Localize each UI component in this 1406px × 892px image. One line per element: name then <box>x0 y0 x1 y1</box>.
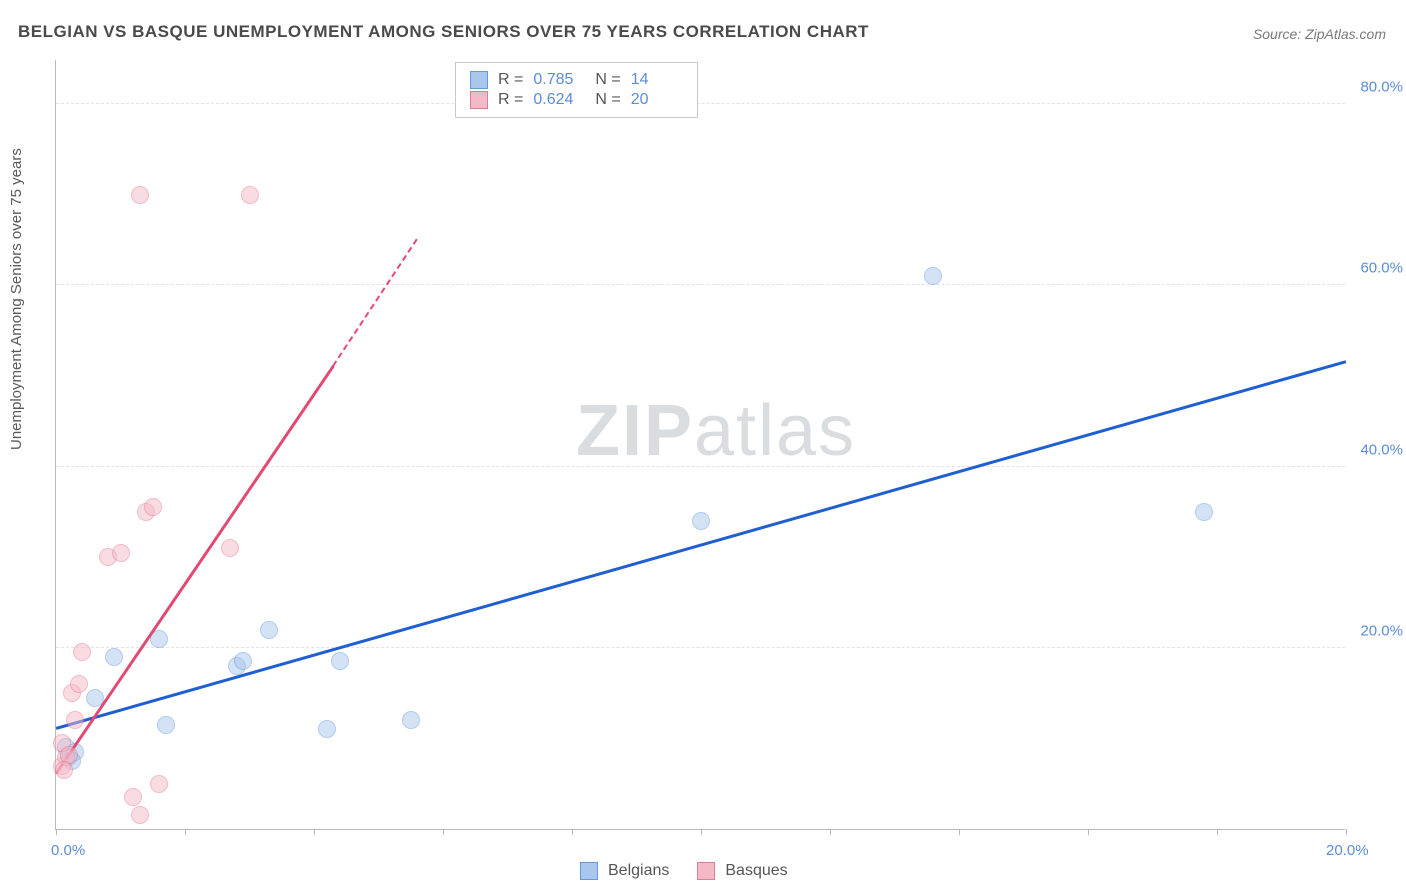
data-point <box>402 711 420 729</box>
trend-line <box>55 365 334 774</box>
y-tick-label: 40.0% <box>1360 441 1403 458</box>
trend-line <box>333 239 419 367</box>
data-point <box>124 788 142 806</box>
x-tick <box>701 829 702 835</box>
data-point <box>221 539 239 557</box>
data-point <box>1195 503 1213 521</box>
x-tick <box>443 829 444 835</box>
legend-r-value: 0.624 <box>533 91 585 109</box>
data-point <box>331 652 349 670</box>
data-point <box>318 720 336 738</box>
data-point <box>70 675 88 693</box>
x-tick <box>185 829 186 835</box>
legend-stats-row: R = 0.624 N = 20 <box>470 91 683 109</box>
y-tick-label: 60.0% <box>1360 260 1403 277</box>
gridline <box>56 466 1345 467</box>
data-point <box>131 186 149 204</box>
watermark: ZIPatlas <box>576 390 856 472</box>
legend-swatch <box>580 862 598 880</box>
data-point <box>55 761 73 779</box>
x-tick-label: 20.0% <box>1326 842 1369 859</box>
data-point <box>131 806 149 824</box>
gridline <box>56 103 1345 104</box>
legend-n-value: 14 <box>631 71 683 89</box>
plot-area: ZIPatlas 20.0%40.0%60.0%80.0%0.0%20.0% <box>55 60 1345 830</box>
y-tick-label: 80.0% <box>1360 79 1403 96</box>
data-point <box>241 186 259 204</box>
x-tick <box>1346 829 1347 835</box>
legend-swatch <box>470 71 488 89</box>
x-tick <box>830 829 831 835</box>
x-tick-label: 0.0% <box>51 842 85 859</box>
x-tick <box>1088 829 1089 835</box>
legend-r-value: 0.785 <box>533 71 585 89</box>
data-point <box>157 716 175 734</box>
data-point <box>144 498 162 516</box>
data-point <box>924 267 942 285</box>
x-tick <box>959 829 960 835</box>
data-point <box>73 643 91 661</box>
legend-swatch <box>697 862 715 880</box>
x-tick <box>1217 829 1218 835</box>
y-axis-label: Unemployment Among Seniors over 75 years <box>8 148 25 450</box>
gridline <box>56 284 1345 285</box>
gridline <box>56 647 1345 648</box>
legend-series-label: Belgians <box>608 862 669 880</box>
data-point <box>66 711 84 729</box>
legend-swatch <box>470 91 488 109</box>
legend-series: Belgians Basques <box>580 862 806 880</box>
legend-r-label: R = <box>498 91 523 109</box>
legend-n-label: N = <box>595 71 620 89</box>
legend-stats-row: R = 0.785 N = 14 <box>470 71 683 89</box>
data-point <box>692 512 710 530</box>
data-point <box>112 544 130 562</box>
data-point <box>234 652 252 670</box>
data-point <box>105 648 123 666</box>
trend-line <box>56 360 1347 729</box>
watermark-zip: ZIP <box>576 391 694 471</box>
x-tick <box>572 829 573 835</box>
data-point <box>150 775 168 793</box>
x-tick <box>56 829 57 835</box>
data-point <box>260 621 278 639</box>
chart-title: BELGIAN VS BASQUE UNEMPLOYMENT AMONG SEN… <box>18 22 869 42</box>
legend-n-label: N = <box>595 91 620 109</box>
x-tick <box>314 829 315 835</box>
legend-n-value: 20 <box>631 91 683 109</box>
legend-series-label: Basques <box>725 862 787 880</box>
legend-stats: R = 0.785 N = 14 R = 0.624 N = 20 <box>455 62 698 118</box>
legend-r-label: R = <box>498 71 523 89</box>
source-attribution: Source: ZipAtlas.com <box>1253 26 1386 42</box>
watermark-atlas: atlas <box>694 391 856 471</box>
y-tick-label: 20.0% <box>1360 622 1403 639</box>
